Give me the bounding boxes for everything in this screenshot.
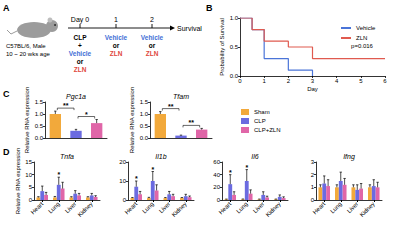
svg-text:Kidney: Kidney bbox=[265, 201, 282, 218]
svg-text:C57BL/6, Male: C57BL/6, Male bbox=[6, 43, 46, 49]
svg-text:Probability of Survival: Probability of Survival bbox=[219, 18, 225, 76]
svg-text:ZLN: ZLN bbox=[146, 50, 159, 57]
svg-text:3: 3 bbox=[311, 78, 315, 84]
svg-text:Heart: Heart bbox=[218, 201, 233, 216]
svg-text:+: + bbox=[78, 42, 82, 49]
svg-text:B: B bbox=[206, 3, 213, 13]
svg-text:1.5: 1.5 bbox=[140, 99, 149, 105]
svg-text:CLP: CLP bbox=[254, 118, 266, 124]
svg-text:Relative RNA expression: Relative RNA expression bbox=[129, 87, 135, 153]
svg-text:0: 0 bbox=[238, 78, 242, 84]
svg-text:CLP+ZLN: CLP+ZLN bbox=[254, 127, 281, 133]
svg-text:Lung: Lung bbox=[235, 201, 249, 215]
svg-text:Ifng: Ifng bbox=[343, 153, 355, 161]
svg-text:C: C bbox=[3, 89, 10, 99]
svg-text:Tnfa: Tnfa bbox=[60, 153, 74, 160]
svg-text:or: or bbox=[77, 58, 84, 65]
svg-text:ZLN: ZLN bbox=[110, 50, 123, 57]
svg-text:5: 5 bbox=[359, 78, 363, 84]
svg-text:0.0: 0.0 bbox=[230, 73, 239, 79]
svg-text:Relative RNA expression: Relative RNA expression bbox=[24, 87, 30, 153]
svg-text:CLP: CLP bbox=[74, 34, 88, 41]
svg-text:Vehicle: Vehicle bbox=[105, 34, 128, 41]
svg-text:5: 5 bbox=[29, 184, 33, 190]
svg-text:D: D bbox=[3, 147, 10, 157]
svg-text:1.5: 1.5 bbox=[35, 99, 44, 105]
svg-text:**: ** bbox=[63, 102, 69, 109]
svg-text:Sham: Sham bbox=[254, 109, 270, 115]
svg-text:0.5: 0.5 bbox=[35, 123, 44, 129]
svg-text:Survival: Survival bbox=[177, 25, 202, 32]
svg-text:Kidney: Kidney bbox=[171, 201, 188, 218]
svg-text:**: ** bbox=[168, 103, 174, 110]
svg-text:*: * bbox=[85, 111, 88, 118]
svg-text:1: 1 bbox=[114, 16, 118, 23]
svg-text:0: 0 bbox=[311, 197, 315, 203]
svg-text:0.0: 0.0 bbox=[140, 135, 149, 141]
svg-text:20: 20 bbox=[119, 159, 126, 165]
svg-text:6: 6 bbox=[383, 78, 387, 84]
svg-text:1.0: 1.0 bbox=[140, 111, 149, 117]
svg-text:10: 10 bbox=[25, 172, 32, 178]
svg-text:Il1b: Il1b bbox=[155, 153, 166, 160]
svg-text:Heart: Heart bbox=[124, 201, 139, 216]
svg-text:Vehicle: Vehicle bbox=[69, 50, 92, 57]
svg-text:Vehicle: Vehicle bbox=[141, 34, 164, 41]
svg-text:10 ~ 20 wks age: 10 ~ 20 wks age bbox=[6, 51, 51, 57]
svg-text:*: * bbox=[229, 169, 232, 176]
svg-text:15: 15 bbox=[25, 159, 32, 165]
svg-text:**: ** bbox=[189, 119, 195, 126]
svg-text:3: 3 bbox=[311, 159, 315, 165]
svg-text:or: or bbox=[149, 42, 156, 49]
svg-text:40: 40 bbox=[213, 172, 220, 178]
svg-text:or: or bbox=[113, 42, 120, 49]
svg-text:Kidney: Kidney bbox=[77, 201, 94, 218]
svg-text:ZLN: ZLN bbox=[356, 35, 367, 41]
svg-text:1.0: 1.0 bbox=[230, 15, 239, 21]
svg-text:1: 1 bbox=[311, 184, 315, 190]
svg-text:Tfam: Tfam bbox=[173, 93, 189, 100]
svg-text:0.0: 0.0 bbox=[35, 135, 44, 141]
svg-text:2: 2 bbox=[150, 16, 154, 23]
svg-text:ZLN: ZLN bbox=[74, 66, 87, 73]
svg-text:Day: Day bbox=[307, 86, 318, 92]
svg-text:*: * bbox=[151, 166, 154, 173]
svg-text:2: 2 bbox=[311, 172, 315, 178]
svg-text:*: * bbox=[135, 175, 138, 182]
svg-text:Relative RNA expression: Relative RNA expression bbox=[15, 148, 21, 214]
svg-text:Liver: Liver bbox=[252, 201, 265, 214]
svg-text:0: 0 bbox=[29, 197, 33, 203]
svg-text:Lung: Lung bbox=[141, 201, 155, 215]
svg-text:0: 0 bbox=[217, 197, 221, 203]
svg-text:Pgc1a: Pgc1a bbox=[66, 93, 86, 101]
svg-text:Kidney: Kidney bbox=[359, 201, 376, 218]
svg-text:Day 0: Day 0 bbox=[71, 16, 89, 24]
svg-text:4: 4 bbox=[335, 78, 339, 84]
svg-text:1.0: 1.0 bbox=[35, 111, 44, 117]
svg-text:Heart: Heart bbox=[312, 201, 327, 216]
svg-text:0.5: 0.5 bbox=[230, 44, 239, 50]
svg-text:60: 60 bbox=[213, 159, 220, 165]
svg-text:10: 10 bbox=[119, 178, 126, 184]
svg-text:Vehicle: Vehicle bbox=[356, 25, 376, 31]
svg-text:*: * bbox=[57, 171, 60, 178]
svg-text:2: 2 bbox=[287, 78, 291, 84]
svg-text:1: 1 bbox=[262, 78, 266, 84]
svg-text:p=0.016: p=0.016 bbox=[351, 43, 374, 49]
svg-text:Lung: Lung bbox=[329, 201, 343, 215]
svg-text:0.5: 0.5 bbox=[140, 123, 149, 129]
svg-text:20: 20 bbox=[213, 184, 220, 190]
svg-text:Lung: Lung bbox=[47, 201, 61, 215]
svg-text:Liver: Liver bbox=[64, 201, 77, 214]
svg-text:Il6: Il6 bbox=[251, 153, 259, 160]
svg-text:*: * bbox=[245, 164, 248, 171]
svg-text:Heart: Heart bbox=[30, 201, 45, 216]
svg-text:Liver: Liver bbox=[346, 201, 359, 214]
svg-text:A: A bbox=[3, 3, 10, 13]
svg-text:0: 0 bbox=[123, 197, 127, 203]
svg-text:Liver: Liver bbox=[158, 201, 171, 214]
